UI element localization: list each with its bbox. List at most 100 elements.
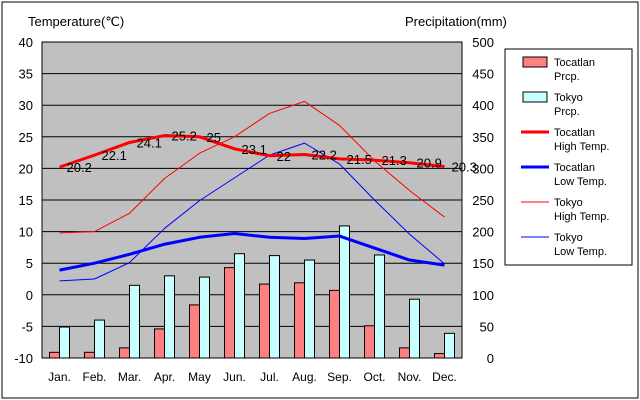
month-label: Dec. [432,370,457,384]
tocatlan-prcp-bar [189,304,200,359]
month-label: Aug. [292,370,317,384]
tokyo-prcp-bar [339,225,350,359]
tocatlan-prcp-bar [259,283,270,359]
tocatlan-prcp-bar [294,282,305,359]
tokyo-high-legend-label: Tokyo [554,197,583,209]
legend: Tocatlan Prcp. Tokyo Prcp. Tocatlan High Temp… [521,56,609,258]
temperature-tick-label: 5 [26,256,33,271]
precipitation-tick-label: 100 [472,288,494,303]
tocatlan-prcp-bar [224,267,235,359]
legend-box [504,48,633,266]
tocatlan-prcp-bar [49,351,60,359]
tocatlan-prcp-bar [434,353,445,359]
tokyo-prcp-bar [129,284,140,359]
temperature-axis-title: Temperature(℃) [28,14,124,29]
tokyo-high-legend-label: High Temp. [554,211,609,223]
tocatlan-high-data-label: 21.3 [382,153,407,168]
precipitation-tick-label: 450 [472,67,494,82]
tokyo-prcp-bar [199,276,210,359]
precipitation-tick-label: 300 [472,161,494,176]
month-label: Sep. [327,370,352,384]
tocatlan-high-data-label: 22 [277,149,291,164]
tocatlan-prcp-legend-label: Prcp. [554,71,580,83]
tokyo-low-line [59,142,445,282]
tokyo-low-legend-label: Low Temp. [554,246,607,258]
tocatlan-high-data-label: 24.1 [137,135,162,150]
month-label: Mar. [118,370,141,384]
temperature-tick-label: 35 [19,67,33,82]
tokyo-prcp-legend-swatch [522,91,548,103]
temperature-tick-label: 30 [19,98,33,113]
tocatlan-high-data-label: 25.2 [172,129,197,144]
temperature-axis: 40 35 30 25 20 15 10 5 0 -5 -10 [14,35,33,366]
precipitation-tick-label: 200 [472,225,494,240]
month-label: Feb. [82,370,106,384]
tocatlan-high-legend-label: High Temp. [554,141,609,153]
tocatlan-high-data-label: 20.3 [452,160,477,175]
temperature-tick-label: -5 [21,319,33,334]
tokyo-prcp-bar [269,255,280,359]
tokyo-prcp-bar [234,253,245,359]
tocatlan-prcp-bar [364,325,375,359]
temperature-tick-label: 25 [19,130,33,145]
temperature-tick-label: 0 [26,288,33,303]
precipitation-axis-title: Precipitation(mm) [405,14,507,29]
month-label: Jun. [223,370,246,384]
tokyo-prcp-legend-label: Tokyo [554,92,583,104]
tocatlan-high-data-label: 25 [207,130,221,145]
tocatlan-low-legend-label: Tocatlan [554,162,595,174]
tocatlan-high-data-label: 20.9 [417,156,442,171]
grid-lines [42,73,462,327]
precipitation-tick-label: 350 [472,130,494,145]
month-label: Oct. [363,370,385,384]
precipitation-tick-label: 50 [480,319,494,334]
temperature-tick-label: 15 [19,193,33,208]
tokyo-prcp-bar [304,259,315,359]
tocatlan-high-data-label: 23.1 [242,142,267,157]
precipitation-tick-label: 150 [472,256,494,271]
tocatlan-high-legend-label: Tocatlan [554,127,595,139]
tocatlan-prcp-legend-swatch [522,56,548,68]
tokyo-prcp-bar [94,319,105,359]
tokyo-prcp-bar [409,298,420,359]
month-axis: Jan. Feb. Mar. Apr. May Jun. Jul. Aug. Sep. Oct. N… [48,370,457,384]
tokyo-prcp-bar [374,254,385,359]
temperature-tick-label: -10 [14,351,33,366]
precipitation-tick-label: 250 [472,193,494,208]
tocatlan-low-line [59,231,445,272]
precipitation-tick-label: 500 [472,35,494,50]
tocatlan-prcp-bar [84,351,95,359]
tocatlan-prcp-legend-label: Tocatlan [554,57,595,69]
data-labels: 20.2 22.1 24.1 25.2 25 23.1 22 22.2 21.5 21.3 20.9… [67,129,477,176]
precipitation-bars [49,225,455,359]
tokyo-high-line [59,100,445,234]
temperature-tick-label: 20 [19,161,33,176]
month-label: Jul. [260,370,279,384]
month-label: Nov. [398,370,422,384]
tocatlan-prcp-bar [119,347,130,359]
tokyo-prcp-bar [59,326,70,359]
tocatlan-prcp-bar [329,289,340,359]
tokyo-prcp-legend-label: Prcp. [554,106,580,118]
month-label: May [188,370,211,384]
tocatlan-high-data-label: 21.5 [347,152,372,167]
temperature-lines [59,100,445,282]
tokyo-low-legend-label: Tokyo [554,232,583,244]
tocatlan-high-data-label: 20.2 [67,160,92,175]
temperature-tick-label: 10 [19,225,33,240]
precipitation-tick-label: 0 [487,351,494,366]
month-label: Jan. [48,370,71,384]
tocatlan-high-data-label: 22.1 [102,148,127,163]
tokyo-prcp-bar [164,275,175,359]
tocatlan-prcp-bar [399,347,410,359]
tocatlan-high-data-label: 22.2 [312,147,337,162]
temperature-tick-label: 40 [19,35,33,50]
tokyo-prcp-bar [444,332,455,359]
tocatlan-high-line [59,134,445,169]
precipitation-tick-label: 400 [472,98,494,113]
tocatlan-prcp-bar [154,328,165,359]
tocatlan-low-legend-label: Low Temp. [554,176,607,188]
